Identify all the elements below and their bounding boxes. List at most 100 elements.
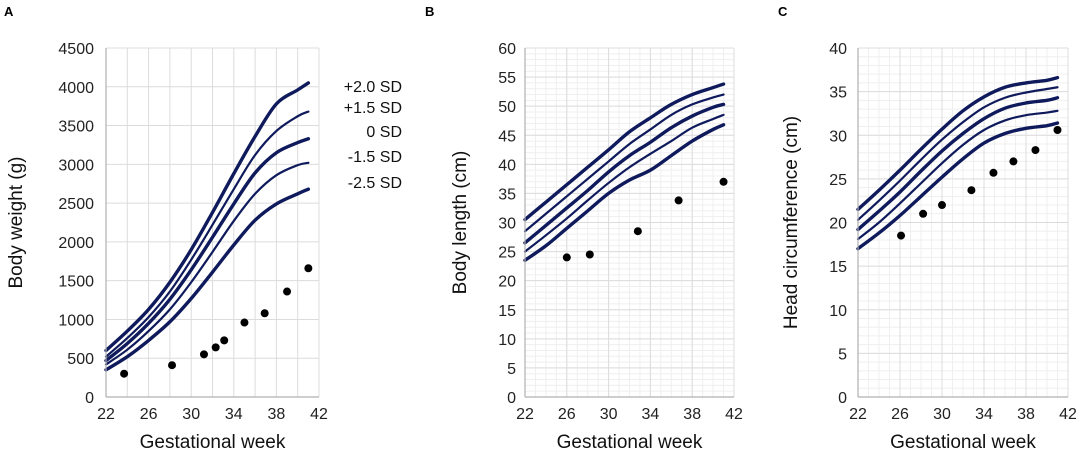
x-axis-title: Gestational week bbox=[140, 432, 286, 453]
data-points bbox=[120, 264, 313, 378]
x-axis-title: Gestational week bbox=[557, 432, 703, 453]
data-point bbox=[168, 361, 177, 370]
y-tick-label: 5 bbox=[838, 346, 847, 363]
y-tick-label: 20 bbox=[498, 274, 516, 291]
x-tick-label: 38 bbox=[683, 406, 701, 423]
x-axis-title: Gestational week bbox=[890, 432, 1036, 453]
y-tick-label: 60 bbox=[498, 41, 516, 58]
data-point bbox=[1031, 146, 1040, 155]
y-tick-label: 25 bbox=[829, 172, 847, 189]
data-points bbox=[562, 177, 728, 262]
y-tick-label: 1500 bbox=[58, 274, 94, 291]
x-tick-label: 42 bbox=[725, 406, 743, 423]
panel-letter: A bbox=[4, 4, 14, 19]
x-tick-label: 34 bbox=[975, 406, 993, 423]
y-tick-labels: 0 5 10 15 20 25 30 35 40 45 50 55 60 bbox=[498, 41, 516, 407]
x-tick-label: 22 bbox=[516, 406, 534, 423]
sd-curve bbox=[104, 110, 310, 358]
sd-curve bbox=[856, 86, 1059, 221]
sd-curve bbox=[523, 93, 725, 233]
axes bbox=[857, 48, 1068, 398]
y-tick-label: 50 bbox=[498, 99, 516, 116]
y-axis-title: Body weight (g) bbox=[6, 156, 27, 288]
x-tick-label: 34 bbox=[225, 406, 243, 423]
x-tick-label: 22 bbox=[97, 406, 115, 423]
y-tick-label: 4000 bbox=[58, 80, 94, 97]
y-tick-label: 1000 bbox=[58, 312, 94, 329]
sd-curve bbox=[523, 123, 726, 263]
sd-curve bbox=[104, 137, 311, 363]
sd-curve bbox=[856, 96, 1060, 232]
y-axis-title: Body length (cm) bbox=[450, 151, 471, 295]
data-point bbox=[220, 336, 229, 345]
data-point bbox=[719, 177, 728, 186]
data-point bbox=[1009, 157, 1018, 166]
y-tick-label: 0 bbox=[838, 390, 847, 407]
data-point bbox=[633, 227, 642, 236]
x-tick-label: 42 bbox=[1059, 406, 1077, 423]
head-circumference-chart: C 22 26 30 34 38 42 0 5 10 15 20 25 30 35 40 Gestatio… bbox=[778, 4, 1077, 453]
sd-curve bbox=[856, 121, 1060, 251]
x-tick-label: 30 bbox=[933, 406, 951, 423]
x-tick-label: 38 bbox=[268, 406, 286, 423]
data-point bbox=[1053, 126, 1062, 135]
sd-curves bbox=[523, 82, 726, 263]
x-tick-labels: 22 26 30 34 38 42 bbox=[516, 406, 743, 423]
y-tick-label: 500 bbox=[67, 351, 94, 368]
y-tick-label: 10 bbox=[498, 332, 516, 349]
y-tick-labels: 0 500 1000 1500 2000 2500 3000 3500 4000 4500 bbox=[58, 41, 94, 407]
data-point bbox=[989, 168, 998, 177]
x-tick-label: 26 bbox=[891, 406, 909, 423]
sd-curves bbox=[856, 75, 1060, 251]
sd-curve bbox=[523, 113, 725, 253]
data-point bbox=[199, 350, 208, 359]
sd-curve bbox=[856, 109, 1059, 241]
sd-curve bbox=[523, 102, 726, 245]
sd-curve bbox=[104, 187, 311, 372]
sd-curve bbox=[104, 81, 311, 353]
y-tick-label: 0 bbox=[85, 390, 94, 407]
axes bbox=[524, 48, 734, 398]
data-point bbox=[897, 231, 906, 240]
data-point bbox=[304, 264, 313, 273]
y-tick-label: 40 bbox=[829, 41, 847, 58]
data-point bbox=[283, 287, 292, 296]
y-tick-label: 2000 bbox=[58, 235, 94, 252]
sd-label: +1.5 SD bbox=[344, 100, 402, 117]
y-tick-label: 30 bbox=[829, 128, 847, 145]
data-point bbox=[562, 253, 571, 262]
y-tick-label: 10 bbox=[829, 303, 847, 320]
sd-label: -2.5 SD bbox=[348, 175, 402, 192]
x-tick-labels: 22 26 30 34 38 42 bbox=[849, 406, 1077, 423]
y-tick-label: 2500 bbox=[58, 196, 94, 213]
x-tick-label: 42 bbox=[310, 406, 328, 423]
y-tick-labels: 0 5 10 15 20 25 30 35 40 bbox=[829, 41, 847, 407]
y-tick-label: 5 bbox=[507, 361, 516, 378]
body-weight-chart: A 22 26 30 34 38 42 0 500 1000 1500 2000 2500 3000 3… bbox=[4, 4, 402, 453]
y-tick-label: 20 bbox=[829, 216, 847, 233]
data-point bbox=[674, 196, 683, 205]
sd-curves bbox=[104, 81, 311, 372]
y-tick-label: 55 bbox=[498, 70, 516, 87]
data-points bbox=[897, 126, 1062, 240]
y-tick-label: 15 bbox=[829, 259, 847, 276]
data-point bbox=[967, 186, 976, 195]
data-point bbox=[240, 318, 249, 327]
sd-label: +2.0 SD bbox=[344, 79, 402, 96]
y-axis-title: Head circumference (cm) bbox=[781, 116, 802, 329]
y-tick-label: 15 bbox=[498, 303, 516, 320]
x-tick-labels: 22 26 30 34 38 42 bbox=[97, 406, 328, 423]
y-tick-label: 30 bbox=[498, 216, 516, 233]
x-tick-label: 22 bbox=[849, 406, 867, 423]
y-tick-label: 3000 bbox=[58, 157, 94, 174]
y-tick-label: 25 bbox=[498, 245, 516, 262]
axes bbox=[105, 48, 319, 398]
data-point bbox=[211, 343, 220, 352]
x-tick-label: 30 bbox=[182, 406, 200, 423]
data-point bbox=[585, 250, 594, 259]
panel-letter: B bbox=[425, 4, 434, 19]
x-tick-label: 38 bbox=[1017, 406, 1035, 423]
y-tick-label: 40 bbox=[498, 157, 516, 174]
data-point bbox=[260, 309, 269, 318]
